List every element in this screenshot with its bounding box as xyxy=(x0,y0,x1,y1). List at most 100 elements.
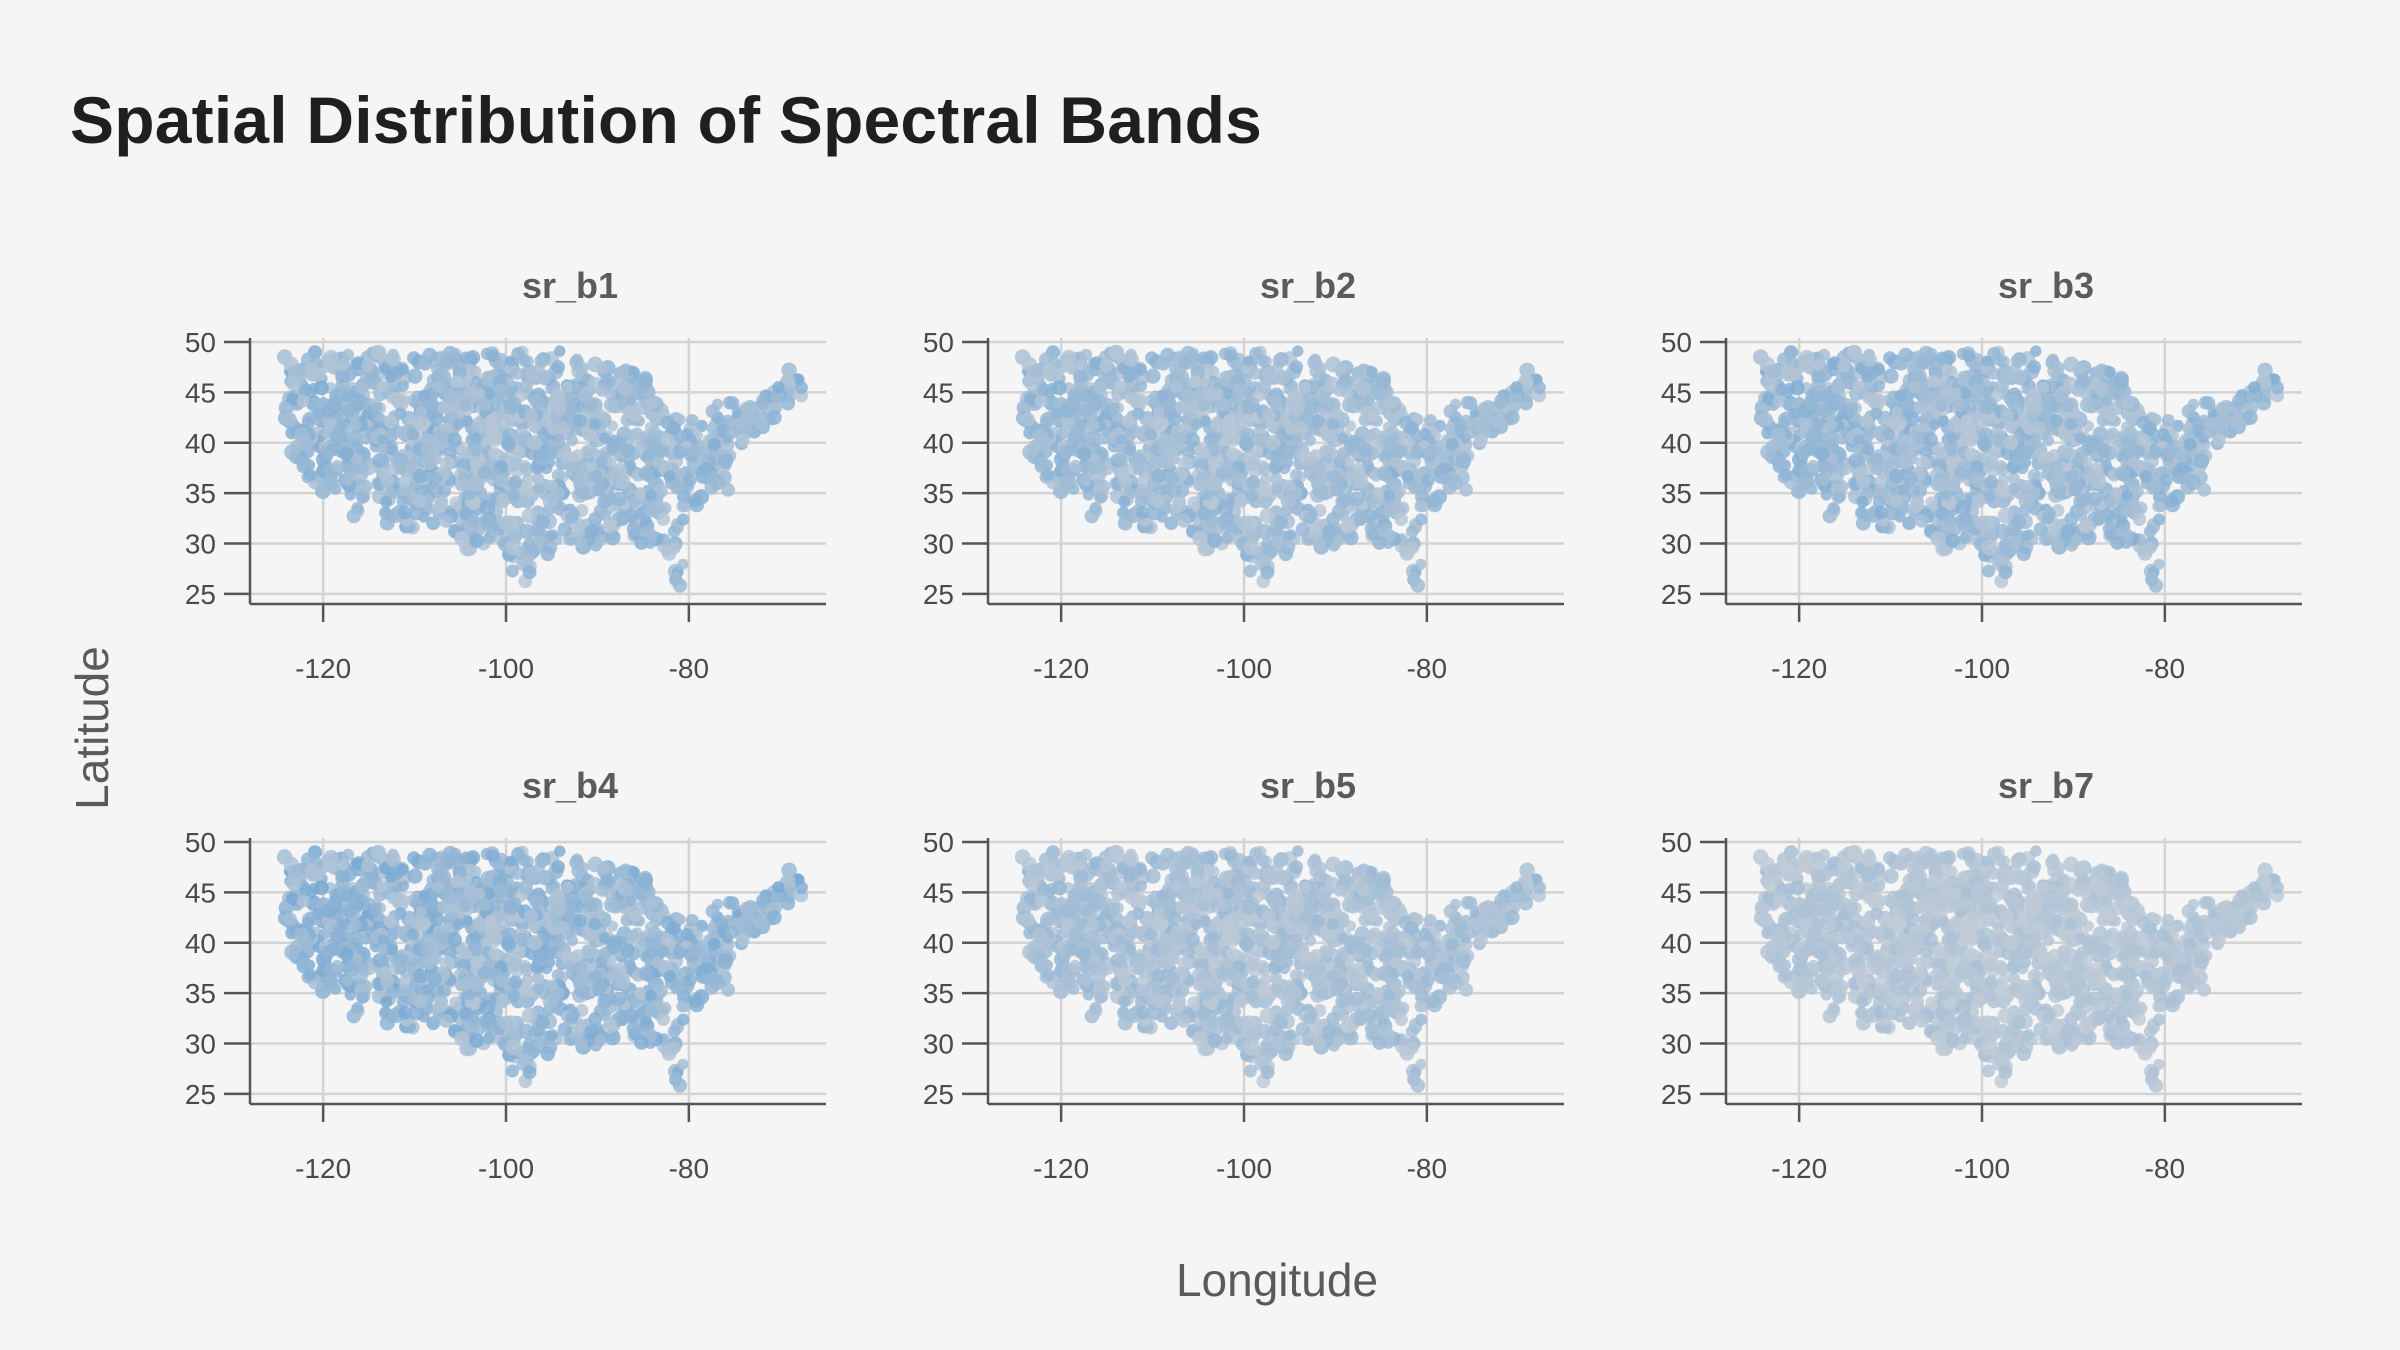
data-point xyxy=(2027,360,2041,374)
data-point xyxy=(640,467,655,482)
data-point xyxy=(1145,368,1161,384)
x-tick-label: -120 xyxy=(295,653,351,684)
data-point xyxy=(2152,500,2165,513)
data-point xyxy=(1964,447,1977,460)
data-point xyxy=(1770,427,1786,443)
data-point xyxy=(324,474,339,490)
data-point xyxy=(1310,473,1327,489)
data-point xyxy=(551,468,565,482)
y-tick-label: 25 xyxy=(1661,579,1692,610)
data-point xyxy=(1198,447,1210,460)
data-point xyxy=(335,368,350,383)
data-point xyxy=(447,432,462,448)
data-point xyxy=(342,475,354,487)
data-point xyxy=(420,442,435,457)
data-point xyxy=(1356,382,1371,398)
data-point xyxy=(1366,496,1379,508)
data-point xyxy=(428,483,444,499)
data-point xyxy=(1069,459,1082,473)
data-point xyxy=(1445,438,1459,451)
data-point xyxy=(1907,380,1921,394)
data-point xyxy=(2153,513,2166,526)
data-point xyxy=(1066,396,1080,411)
data-point xyxy=(766,410,782,425)
data-point xyxy=(595,384,609,397)
data-point xyxy=(1087,419,1100,431)
data-point xyxy=(1151,468,1167,484)
data-point xyxy=(721,482,735,497)
data-point xyxy=(1375,372,1391,389)
data-point xyxy=(1372,535,1387,550)
data-point xyxy=(529,393,545,409)
data-point xyxy=(1061,358,1075,372)
data-point xyxy=(1408,571,1420,584)
point-layer xyxy=(276,844,809,1093)
data-point xyxy=(1372,439,1385,453)
data-point xyxy=(1953,397,1968,412)
data-point xyxy=(1872,379,1886,392)
data-point xyxy=(1999,538,2011,550)
x-tick-label: -80 xyxy=(1407,653,1447,684)
data-point xyxy=(1243,564,1257,578)
data-point xyxy=(1243,355,1255,367)
data-point xyxy=(2049,414,2063,428)
point-layer xyxy=(1752,344,2285,593)
data-point xyxy=(701,462,714,475)
data-point xyxy=(1116,454,1128,467)
data-point xyxy=(677,489,691,504)
data-point xyxy=(460,447,472,460)
data-point xyxy=(449,496,462,509)
data-point xyxy=(1032,427,1048,443)
data-point xyxy=(1778,416,1791,429)
data-point xyxy=(1144,428,1157,441)
data-point xyxy=(427,471,442,486)
data-point xyxy=(2104,496,2117,508)
data-point xyxy=(1367,410,1379,423)
data-point xyxy=(1180,389,1196,405)
data-point xyxy=(426,516,441,531)
y-tick-label: 30 xyxy=(185,529,216,560)
data-point xyxy=(2184,474,2201,491)
data-point xyxy=(522,565,537,580)
data-point xyxy=(753,415,769,430)
data-point xyxy=(1022,444,1038,460)
data-point xyxy=(494,473,509,488)
data-point xyxy=(573,414,587,428)
data-point xyxy=(331,459,344,473)
data-point xyxy=(1959,532,1971,545)
y-tick-label: 45 xyxy=(185,377,216,408)
data-point xyxy=(1366,366,1378,378)
data-point xyxy=(2096,443,2111,458)
data-point xyxy=(2092,511,2106,526)
data-point xyxy=(459,506,473,521)
data-point xyxy=(1383,489,1395,502)
data-point xyxy=(2201,396,2216,410)
data-point xyxy=(566,434,578,447)
data-point xyxy=(378,467,391,481)
data-point xyxy=(1221,532,1233,545)
data-point xyxy=(651,456,664,469)
data-point xyxy=(616,511,630,526)
data-point xyxy=(1245,489,1259,503)
data-point xyxy=(2009,483,2021,495)
data-point xyxy=(688,493,703,508)
data-point xyxy=(2005,393,2021,409)
data-point xyxy=(459,351,473,365)
data-point xyxy=(468,477,484,492)
y-tick-label: 30 xyxy=(1661,529,1692,560)
data-point xyxy=(1854,454,1866,467)
data-point xyxy=(480,514,496,530)
data-point xyxy=(418,390,431,402)
data-point xyxy=(524,409,538,423)
data-point xyxy=(1883,368,1899,384)
data-point xyxy=(1971,495,1986,509)
data-point xyxy=(668,541,681,555)
data-point xyxy=(2242,410,2258,425)
data-point xyxy=(1415,558,1427,570)
data-point xyxy=(2065,470,2079,483)
data-point xyxy=(637,372,653,389)
data-point xyxy=(564,460,576,473)
data-point xyxy=(385,370,398,383)
